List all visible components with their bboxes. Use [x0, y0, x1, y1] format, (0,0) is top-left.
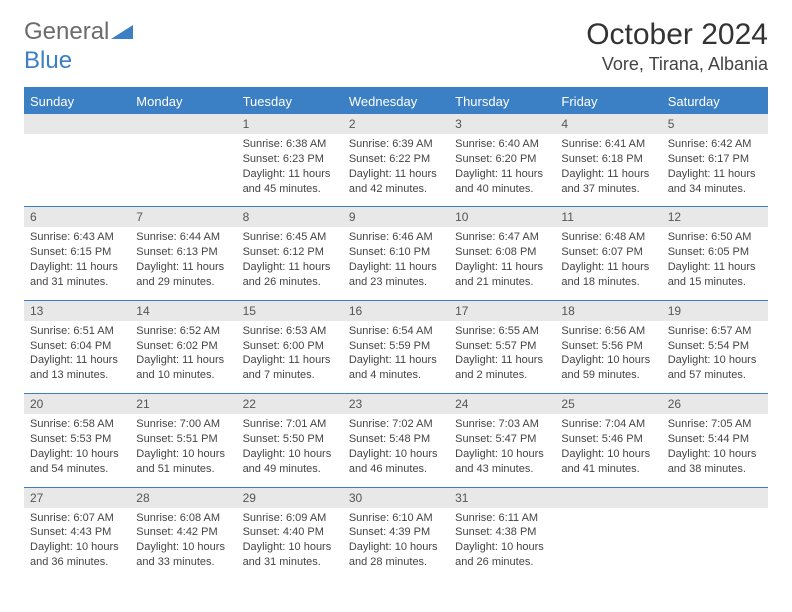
day-number-cell: 9: [343, 207, 449, 228]
day-detail-cell: Sunrise: 6:44 AMSunset: 6:13 PMDaylight:…: [130, 227, 236, 300]
calendar-table: Sunday Monday Tuesday Wednesday Thursday…: [24, 87, 768, 580]
day-detail-cell: Sunrise: 6:38 AMSunset: 6:23 PMDaylight:…: [237, 134, 343, 207]
day-number-cell: 16: [343, 300, 449, 321]
day-detail-cell: [555, 508, 661, 580]
day-detail-cell: Sunrise: 6:48 AMSunset: 6:07 PMDaylight:…: [555, 227, 661, 300]
day-detail-cell: [662, 508, 768, 580]
day-detail-cell: Sunrise: 6:50 AMSunset: 6:05 PMDaylight:…: [662, 227, 768, 300]
day-number-cell: 25: [555, 394, 661, 415]
day-number-cell: 17: [449, 300, 555, 321]
day-detail-cell: Sunrise: 6:45 AMSunset: 6:12 PMDaylight:…: [237, 227, 343, 300]
day-detail-cell: Sunrise: 6:08 AMSunset: 4:42 PMDaylight:…: [130, 508, 236, 580]
day-number-cell: 8: [237, 207, 343, 228]
day-detail-cell: Sunrise: 6:10 AMSunset: 4:39 PMDaylight:…: [343, 508, 449, 580]
day-header-row: Sunday Monday Tuesday Wednesday Thursday…: [24, 88, 768, 114]
day-number-cell: [555, 487, 661, 508]
day-number-cell: 1: [237, 114, 343, 134]
day-detail-cell: Sunrise: 6:56 AMSunset: 5:56 PMDaylight:…: [555, 321, 661, 394]
day-number-cell: 19: [662, 300, 768, 321]
day-header: Friday: [555, 88, 661, 114]
day-header: Saturday: [662, 88, 768, 114]
day-number-cell: 3: [449, 114, 555, 134]
day-detail-cell: Sunrise: 6:57 AMSunset: 5:54 PMDaylight:…: [662, 321, 768, 394]
day-detail-cell: [24, 134, 130, 207]
day-number-cell: 13: [24, 300, 130, 321]
day-detail-cell: Sunrise: 7:02 AMSunset: 5:48 PMDaylight:…: [343, 414, 449, 487]
day-number-cell: 22: [237, 394, 343, 415]
day-number-cell: 7: [130, 207, 236, 228]
day-number-cell: 28: [130, 487, 236, 508]
daynum-row: 6789101112: [24, 207, 768, 228]
daynum-row: 12345: [24, 114, 768, 134]
day-number-cell: 20: [24, 394, 130, 415]
day-number-cell: 11: [555, 207, 661, 228]
logo: General: [24, 18, 133, 46]
day-header: Tuesday: [237, 88, 343, 114]
detail-row: Sunrise: 6:07 AMSunset: 4:43 PMDaylight:…: [24, 508, 768, 580]
day-number-cell: 31: [449, 487, 555, 508]
day-number-cell: 24: [449, 394, 555, 415]
calendar-body: 12345Sunrise: 6:38 AMSunset: 6:23 PMDayl…: [24, 114, 768, 580]
day-detail-cell: Sunrise: 7:04 AMSunset: 5:46 PMDaylight:…: [555, 414, 661, 487]
day-number-cell: 14: [130, 300, 236, 321]
day-number-cell: 18: [555, 300, 661, 321]
day-detail-cell: Sunrise: 7:05 AMSunset: 5:44 PMDaylight:…: [662, 414, 768, 487]
day-detail-cell: Sunrise: 6:58 AMSunset: 5:53 PMDaylight:…: [24, 414, 130, 487]
day-number-cell: 29: [237, 487, 343, 508]
daynum-row: 13141516171819: [24, 300, 768, 321]
detail-row: Sunrise: 6:58 AMSunset: 5:53 PMDaylight:…: [24, 414, 768, 487]
day-number-cell: 30: [343, 487, 449, 508]
day-detail-cell: Sunrise: 6:52 AMSunset: 6:02 PMDaylight:…: [130, 321, 236, 394]
day-number-cell: [130, 114, 236, 134]
day-detail-cell: Sunrise: 6:55 AMSunset: 5:57 PMDaylight:…: [449, 321, 555, 394]
day-number-cell: 10: [449, 207, 555, 228]
logo-text-2: Blue: [24, 47, 768, 75]
day-number-cell: 5: [662, 114, 768, 134]
day-detail-cell: Sunrise: 6:46 AMSunset: 6:10 PMDaylight:…: [343, 227, 449, 300]
day-detail-cell: [130, 134, 236, 207]
day-number-cell: 15: [237, 300, 343, 321]
day-detail-cell: Sunrise: 7:00 AMSunset: 5:51 PMDaylight:…: [130, 414, 236, 487]
logo-triangle-icon: [111, 18, 133, 46]
day-detail-cell: Sunrise: 6:51 AMSunset: 6:04 PMDaylight:…: [24, 321, 130, 394]
daynum-row: 2728293031: [24, 487, 768, 508]
day-detail-cell: Sunrise: 6:39 AMSunset: 6:22 PMDaylight:…: [343, 134, 449, 207]
day-number-cell: 27: [24, 487, 130, 508]
day-number-cell: 26: [662, 394, 768, 415]
day-header: Thursday: [449, 88, 555, 114]
detail-row: Sunrise: 6:38 AMSunset: 6:23 PMDaylight:…: [24, 134, 768, 207]
daynum-row: 20212223242526: [24, 394, 768, 415]
day-detail-cell: Sunrise: 6:07 AMSunset: 4:43 PMDaylight:…: [24, 508, 130, 580]
day-detail-cell: Sunrise: 6:43 AMSunset: 6:15 PMDaylight:…: [24, 227, 130, 300]
detail-row: Sunrise: 6:51 AMSunset: 6:04 PMDaylight:…: [24, 321, 768, 394]
day-number-cell: 6: [24, 207, 130, 228]
day-detail-cell: Sunrise: 7:01 AMSunset: 5:50 PMDaylight:…: [237, 414, 343, 487]
day-detail-cell: Sunrise: 6:42 AMSunset: 6:17 PMDaylight:…: [662, 134, 768, 207]
day-detail-cell: Sunrise: 6:53 AMSunset: 6:00 PMDaylight:…: [237, 321, 343, 394]
day-detail-cell: Sunrise: 6:41 AMSunset: 6:18 PMDaylight:…: [555, 134, 661, 207]
day-number-cell: [24, 114, 130, 134]
day-number-cell: 4: [555, 114, 661, 134]
day-header: Monday: [130, 88, 236, 114]
day-number-cell: 12: [662, 207, 768, 228]
logo-text-1: General: [24, 18, 109, 46]
detail-row: Sunrise: 6:43 AMSunset: 6:15 PMDaylight:…: [24, 227, 768, 300]
day-number-cell: 23: [343, 394, 449, 415]
day-header: Wednesday: [343, 88, 449, 114]
day-detail-cell: Sunrise: 6:11 AMSunset: 4:38 PMDaylight:…: [449, 508, 555, 580]
day-detail-cell: Sunrise: 7:03 AMSunset: 5:47 PMDaylight:…: [449, 414, 555, 487]
day-detail-cell: Sunrise: 6:54 AMSunset: 5:59 PMDaylight:…: [343, 321, 449, 394]
day-header: Sunday: [24, 88, 130, 114]
day-number-cell: 2: [343, 114, 449, 134]
day-detail-cell: Sunrise: 6:09 AMSunset: 4:40 PMDaylight:…: [237, 508, 343, 580]
day-detail-cell: Sunrise: 6:40 AMSunset: 6:20 PMDaylight:…: [449, 134, 555, 207]
day-number-cell: [662, 487, 768, 508]
day-number-cell: 21: [130, 394, 236, 415]
day-detail-cell: Sunrise: 6:47 AMSunset: 6:08 PMDaylight:…: [449, 227, 555, 300]
